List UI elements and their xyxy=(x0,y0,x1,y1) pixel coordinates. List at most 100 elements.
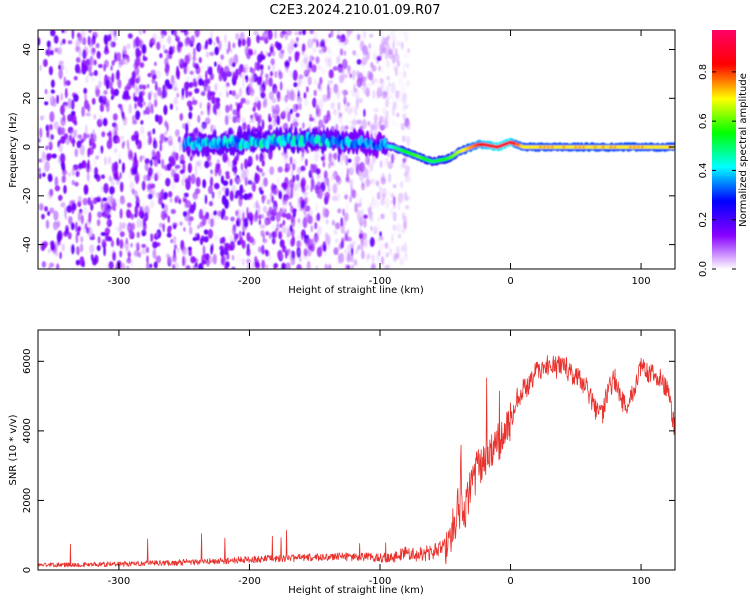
spectrogram-cell xyxy=(173,87,179,92)
snr-x-tick-label: -300 xyxy=(108,576,131,587)
spectrogram-cell xyxy=(396,90,401,98)
spectrogram-cell xyxy=(184,201,189,209)
spectrogram-cell xyxy=(273,88,279,94)
spectrogram-cell xyxy=(347,158,352,163)
spectrogram-cell xyxy=(93,114,97,120)
spectrogram-cell xyxy=(367,253,371,260)
spectrogram-cell xyxy=(96,219,101,227)
spectrogram-frame xyxy=(37,29,676,270)
spectrogram-cell xyxy=(315,264,318,269)
spectrogram-cell xyxy=(194,30,200,38)
spectrogram-cell xyxy=(225,261,230,268)
spectrogram-cell xyxy=(135,174,139,185)
spectrogram-cell xyxy=(236,103,241,113)
spectrogram-cell xyxy=(332,172,337,182)
spectrogram-cell xyxy=(350,88,357,97)
spectrogram-cell xyxy=(159,53,163,59)
spectrogram-cell xyxy=(328,135,332,143)
spectrogram-cell xyxy=(163,137,168,144)
spectrogram-cell xyxy=(217,60,223,68)
spectrogram-cell xyxy=(331,113,336,125)
spectrogram-cells xyxy=(38,30,411,269)
spectrogram-cell xyxy=(361,250,365,260)
spectrogram-cell xyxy=(313,79,317,85)
spectrogram-cell xyxy=(355,99,359,109)
spectrogram-cell xyxy=(295,176,301,183)
colorbar-step xyxy=(712,205,736,208)
spectrogram-cell xyxy=(162,45,166,50)
spectrogram-cell xyxy=(237,68,242,75)
spectrogram-cell xyxy=(375,180,379,187)
spectrogram-cell xyxy=(266,210,273,218)
spectrogram-cell xyxy=(292,221,296,229)
spectrogram-cell xyxy=(301,76,307,86)
colorbar-step xyxy=(712,127,736,130)
spectrogram-y-tick-label: -40 xyxy=(22,236,33,252)
spectrogram-cell xyxy=(192,47,196,58)
colorbar-step xyxy=(712,173,736,176)
spectrogram-cell xyxy=(50,30,56,37)
spectrogram-cell xyxy=(75,57,81,63)
spectrogram-cell xyxy=(513,142,516,145)
spectrogram-cell xyxy=(372,89,376,99)
spectrogram-cell xyxy=(345,155,349,167)
spectrogram-cell xyxy=(154,99,158,108)
spectrogram-cell xyxy=(637,146,640,148)
colorbar-step xyxy=(712,237,736,240)
spectrogram-cell xyxy=(119,231,125,238)
spectrogram-cell xyxy=(155,231,159,238)
spectrogram-cell xyxy=(337,208,342,214)
colorbar-step xyxy=(712,31,736,35)
colorbar-step xyxy=(712,255,736,258)
spectrogram-cell xyxy=(196,136,201,145)
colorbar-step xyxy=(712,147,736,150)
spectrogram-cell xyxy=(114,265,119,269)
colorbar-step xyxy=(712,233,736,236)
spectrogram-cell xyxy=(121,162,126,174)
spectrogram-cell xyxy=(341,66,345,75)
spectrogram-cell xyxy=(267,250,272,262)
spectrogram-cell xyxy=(39,127,43,139)
spectrogram-cell xyxy=(113,35,118,42)
colorbar-step xyxy=(712,133,736,136)
spectrogram-cell xyxy=(220,255,225,265)
spectrogram-cell xyxy=(142,84,147,90)
colorbar-step xyxy=(712,227,736,230)
spectrogram-cell xyxy=(120,57,126,63)
spectrogram-cell xyxy=(296,96,303,104)
spectrogram-cell xyxy=(77,195,83,203)
spectrogram-cell xyxy=(260,54,266,60)
spectrogram-cell xyxy=(54,47,59,53)
spectrogram-x-tick-label: 100 xyxy=(632,276,651,287)
spectrogram-cell xyxy=(150,69,156,75)
spectrogram-cell xyxy=(161,202,165,209)
colorbar-step xyxy=(712,61,736,65)
spectrogram-cell xyxy=(339,168,345,177)
spectrogram-cell xyxy=(138,186,142,193)
spectrogram-cell xyxy=(217,236,222,242)
spectrogram-cell xyxy=(399,121,405,131)
spectrogram-cell xyxy=(351,189,357,199)
colorbar-step xyxy=(712,137,736,140)
spectrogram-cell xyxy=(547,146,550,148)
spectrogram-cell xyxy=(392,40,395,51)
spectrogram-cell xyxy=(72,180,75,186)
colorbar-step xyxy=(712,41,736,45)
spectrogram-cell xyxy=(199,101,202,109)
spectrogram-cell xyxy=(406,79,410,87)
spectrogram-cell xyxy=(327,157,333,162)
spectrogram-cell xyxy=(170,208,176,215)
colorbar-step xyxy=(712,213,736,216)
spectrogram-cell xyxy=(146,183,152,190)
spectrogram-cell xyxy=(403,125,407,136)
spectrogram-cell xyxy=(70,139,76,144)
spectrogram-cell xyxy=(259,157,263,163)
spectrogram-cell xyxy=(81,215,84,225)
spectrogram-cell xyxy=(265,50,269,58)
spectrogram-cell xyxy=(268,91,275,101)
spectrogram-cell xyxy=(111,72,115,84)
spectrogram-cell xyxy=(395,129,400,136)
spectrogram-cell xyxy=(103,34,109,45)
spectrogram-cell xyxy=(388,82,391,87)
spectrogram-cell xyxy=(309,155,313,161)
